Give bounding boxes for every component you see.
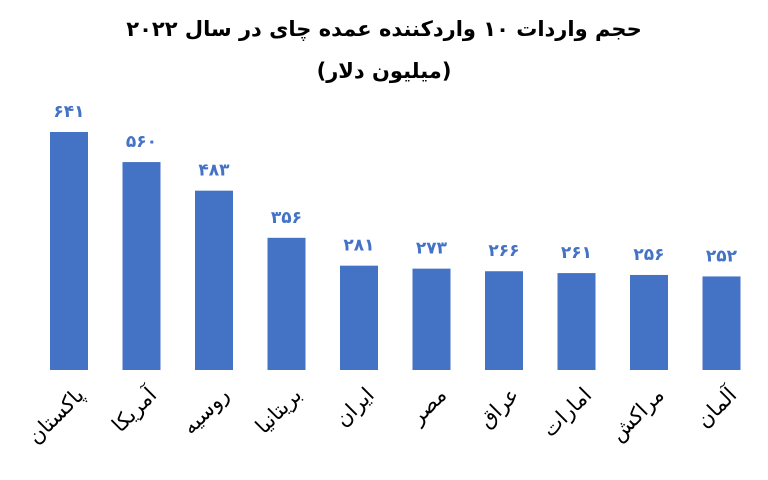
x-tick-label: مراکش: [606, 383, 669, 446]
chart-subtitle: (میلیون دلار): [317, 59, 452, 83]
bar: [50, 132, 88, 370]
x-tick-label: پاکستان: [23, 383, 89, 449]
value-label: ۲۵۶: [633, 245, 664, 265]
x-tick-label: بریتانیا: [251, 383, 307, 439]
x-tick-label: امارات: [537, 383, 596, 442]
x-tick-label: آلمان: [691, 381, 742, 432]
x-tick-label: مصر: [405, 383, 452, 430]
x-tick-label: عراق: [474, 383, 524, 433]
bar: [630, 274, 668, 370]
value-label: ۲۵۲: [706, 246, 738, 266]
value-label: ۵۶۰: [126, 132, 157, 152]
x-tick-label: آمریکا: [106, 381, 162, 437]
x-tick-label: ایران: [330, 383, 378, 431]
bar: [195, 190, 233, 370]
bar: [340, 265, 378, 370]
bar: [412, 268, 451, 370]
value-label: ۶۴۱: [53, 102, 84, 122]
chart-title: حجم واردات ۱۰ واردکننده عمده چای در سال …: [126, 17, 641, 41]
value-label: ۲۸۱: [343, 236, 374, 256]
bar: [485, 271, 523, 370]
bar: [702, 276, 741, 370]
bar: [122, 162, 161, 370]
value-label: ۴۸۳: [198, 161, 230, 181]
value-label: ۳۵۶: [271, 208, 302, 228]
bar: [557, 273, 596, 370]
value-label: ۲۶۶: [488, 241, 519, 261]
bar: [267, 237, 306, 370]
value-label: ۲۶۱: [561, 243, 592, 263]
x-tick-label: روسیه: [178, 383, 234, 439]
value-label: ۲۷۳: [416, 239, 448, 259]
